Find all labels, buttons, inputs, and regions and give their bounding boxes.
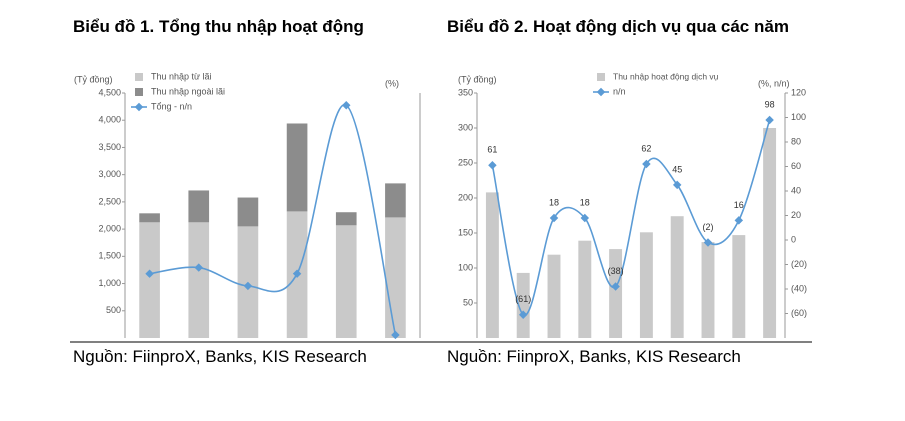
y2-axis-label: (%, n/n) [758, 78, 790, 88]
y2-tick-label: 40 [791, 185, 801, 195]
bar [639, 232, 653, 338]
bar [485, 192, 499, 338]
legend-swatch [135, 88, 143, 96]
data-label: 18 [549, 197, 559, 207]
source: Nguồn: FiinproX, Banks, KIS Research [73, 347, 367, 366]
y2-tick-label: (60) [791, 308, 807, 318]
y-tick-label: 250 [458, 157, 473, 167]
data-label: (38) [608, 266, 624, 276]
y-tick-label: 300 [458, 122, 473, 132]
y-tick-label: 1,000 [98, 278, 121, 288]
bar [670, 216, 684, 338]
marker [194, 263, 203, 272]
bar [763, 128, 777, 338]
y-axis-label: (Tỷ đồng) [458, 74, 497, 84]
y-tick-label: 4,000 [98, 115, 121, 125]
marker [391, 330, 400, 340]
y-tick-label: 1,500 [98, 251, 121, 261]
bar [335, 212, 357, 226]
data-label: (2) [703, 222, 714, 232]
bar [385, 183, 406, 218]
marker [243, 281, 253, 291]
chart-title: Biểu đồ 2. Hoạt động dịch vụ qua các năm [447, 17, 789, 36]
marker [488, 161, 497, 170]
marker [292, 269, 302, 278]
y2-tick-label: 100 [791, 112, 806, 122]
data-label: 98 [765, 99, 775, 109]
bar [609, 249, 623, 338]
bar [188, 222, 210, 338]
y-tick-label: 2,000 [98, 223, 121, 233]
y-axis-label: (Tỷ đồng) [74, 74, 113, 84]
y2-tick-label: 0 [791, 234, 796, 244]
data-label: (61) [515, 294, 531, 304]
y-tick-label: 3,000 [98, 169, 121, 179]
y2-tick-label: 80 [791, 136, 801, 146]
bar [237, 197, 259, 227]
data-label: 45 [672, 164, 682, 174]
y-tick-label: 200 [458, 192, 473, 202]
y-tick-label: 150 [458, 227, 473, 237]
legend-swatch [596, 87, 606, 97]
y-tick-label: 500 [106, 305, 121, 315]
source: Nguồn: FiinproX, Banks, KIS Research [447, 347, 741, 366]
marker [765, 115, 774, 125]
bar [139, 222, 160, 338]
legend-swatch [135, 73, 143, 81]
y-tick-label: 4,500 [98, 87, 121, 97]
y2-axis-label: (%) [385, 78, 399, 88]
legend-label: Thu nhập hoạt động dịch vụ [613, 71, 719, 81]
y2-tick-label: (40) [791, 283, 807, 293]
y-tick-label: 2,500 [98, 196, 121, 206]
y-tick-label: 3,500 [98, 142, 121, 152]
bar [547, 254, 561, 338]
y-tick-label: 350 [458, 87, 473, 97]
data-label: 18 [580, 197, 590, 207]
y2-tick-label: (20) [791, 259, 807, 269]
line [491, 119, 771, 316]
legend-label: Thu nhập ngoài lãi [151, 86, 225, 96]
data-label: 62 [641, 143, 651, 153]
chart-title: Biểu đồ 1. Tổng thu nhập hoạt động [73, 17, 364, 36]
bar [578, 240, 592, 338]
y2-tick-label: 20 [791, 210, 801, 220]
y2-tick-label: 60 [791, 161, 801, 171]
bar [701, 242, 715, 338]
data-label: 61 [487, 145, 497, 155]
legend-swatch [134, 102, 144, 112]
marker [342, 101, 351, 110]
y2-tick-label: 120 [791, 87, 806, 97]
bar [188, 190, 210, 223]
bar [385, 217, 406, 338]
y-tick-label: 100 [458, 262, 473, 272]
line [149, 104, 397, 336]
y-tick-label: 50 [463, 297, 473, 307]
marker [145, 269, 154, 278]
legend-label: Thu nhập từ lãi [151, 71, 212, 81]
bar [516, 272, 530, 338]
legend-swatch [597, 73, 605, 81]
bar [139, 213, 160, 223]
marker [611, 282, 620, 291]
legend-label: Tổng - n/n [151, 101, 192, 111]
data-label: 16 [734, 200, 744, 210]
bar [335, 225, 357, 338]
marker [518, 310, 528, 319]
bar [286, 123, 308, 212]
legend-label: n/n [613, 86, 626, 96]
bar [732, 235, 746, 338]
marker [734, 216, 744, 225]
